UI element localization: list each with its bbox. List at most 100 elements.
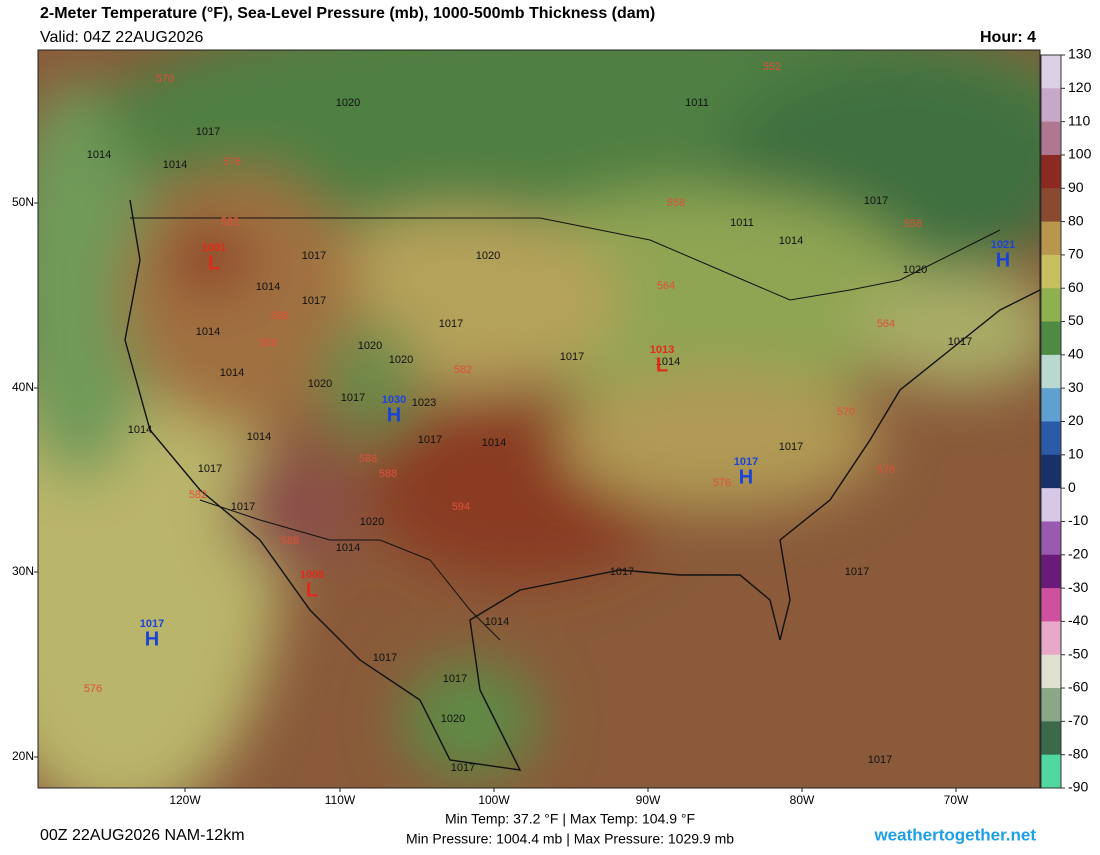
colorbar-segment — [1041, 654, 1061, 689]
thickness-contour-label: 558 — [667, 197, 685, 209]
colorbar-segment — [1041, 55, 1061, 89]
thickness-contour-label: 564 — [877, 318, 895, 330]
low-pressure-symbol: L — [208, 252, 220, 274]
colorbar-tick-label: -80 — [1068, 745, 1088, 761]
colorbar-tick-label: 30 — [1068, 379, 1084, 395]
colorbar-tick-label: 50 — [1068, 312, 1084, 328]
pressure-contour-label: 1020 — [903, 264, 927, 276]
lon-label: 70W — [944, 793, 969, 807]
colorbar-segment — [1041, 221, 1061, 256]
colorbar-segment — [1041, 121, 1061, 156]
lat-label: 20N — [12, 749, 34, 763]
pressure-contour-label: 1020 — [441, 713, 465, 725]
map-frame — [37, 49, 1041, 789]
colorbar-segment — [1041, 154, 1061, 189]
colorbar-tick-label: -60 — [1068, 679, 1088, 695]
colorbar-segment — [1041, 188, 1061, 223]
colorbar-segment — [1041, 354, 1061, 389]
high-pressure-value: 1021 — [991, 239, 1015, 251]
pressure-contour-label: 1014 — [256, 281, 280, 293]
lon-label: 110W — [325, 793, 356, 807]
pressure-contour-label: 1017 — [302, 295, 326, 307]
colorbar-segment — [1041, 554, 1061, 589]
pressure-contour-label: 1017 — [560, 351, 584, 363]
thickness-contour-label: 570 — [837, 406, 855, 418]
high-pressure-value: 1030 — [382, 394, 406, 406]
thickness-contour-label: 588 — [259, 337, 277, 349]
pressure-contour-label: 1020 — [360, 516, 384, 528]
pressure-contour-label: 1011 — [685, 97, 709, 109]
colorbar-tick-label: -50 — [1068, 645, 1088, 661]
valid-time: Valid: 04Z 22AUG2026 — [40, 29, 203, 46]
colorbar-segment — [1041, 254, 1061, 289]
colorbar-tick-label: 10 — [1068, 446, 1084, 462]
colorbar-tick-label: 60 — [1068, 279, 1084, 295]
pressure-contour-label: 1023 — [412, 397, 436, 409]
thickness-contour-label: 576 — [877, 464, 895, 476]
thickness-contour-label: 582 — [189, 489, 207, 501]
colorbar-segment — [1041, 454, 1061, 489]
thickness-contour-label: 582 — [221, 216, 239, 228]
colorbar-segment — [1041, 488, 1061, 522]
pressure-contour-label: 1014 — [196, 326, 220, 338]
colorbar-tick-label: 40 — [1068, 346, 1084, 362]
colorbar-segment — [1041, 388, 1061, 422]
colorbar-tick-label: 130 — [1068, 46, 1092, 62]
title: 2-Meter Temperature (°F), Sea-Level Pres… — [40, 5, 655, 22]
pressure-contour-label: 1020 — [476, 250, 500, 262]
border — [130, 217, 1001, 301]
pressure-contour-label: 1017 — [418, 434, 442, 446]
coastline — [124, 199, 1040, 771]
temp-range: Min Temp: 37.2 °F | Max Temp: 104.9 °F — [445, 811, 695, 827]
lon-label: 80W — [790, 793, 815, 807]
pressure-contour-label: 1014 — [336, 542, 360, 554]
pressure-contour-label: 1011 — [730, 217, 754, 229]
pressure-contour-label: 1014 — [220, 367, 244, 379]
thickness-contour-label: 588 — [359, 453, 377, 465]
pressure-contour-label: 1017 — [196, 126, 220, 138]
lon-label: 90W — [636, 793, 661, 807]
colorbar-tick-label: 80 — [1068, 212, 1084, 228]
pressure-contour-label: 1020 — [389, 354, 413, 366]
pressure-range: Min Pressure: 1004.4 mb | Max Pressure: … — [406, 831, 734, 847]
colorbar-segment — [1041, 588, 1061, 622]
thickness-contour-label: 576 — [713, 477, 731, 489]
colorbar-tick-label: -30 — [1068, 579, 1088, 595]
pressure-contour-label: 1014 — [87, 149, 111, 161]
pressure-contour-label: 1014 — [779, 235, 803, 247]
colorbar-segment — [1041, 621, 1061, 656]
pressure-contour-label: 1020 — [336, 97, 360, 109]
pressure-contour-label: 1014 — [656, 356, 680, 368]
low-pressure-symbol: L — [306, 579, 318, 601]
thickness-contour-label: 588 — [281, 535, 299, 547]
pressure-contour-label: 1014 — [482, 437, 506, 449]
high-pressure-symbol: H — [996, 249, 1010, 271]
forecast-hour: Hour: 4 — [980, 29, 1036, 46]
pressure-contour-label: 1017 — [610, 566, 634, 578]
colorbar-tick-label: -70 — [1068, 712, 1088, 728]
pressure-contour-label: 1017 — [231, 501, 255, 513]
colorbar-tick-label: 90 — [1068, 179, 1084, 195]
pressure-contour-label: 1014 — [128, 424, 152, 436]
pressure-contour-label: 1017 — [373, 652, 397, 664]
low-pressure-symbol: L — [656, 354, 668, 376]
pressure-contour-label: 1017 — [864, 195, 888, 207]
run-info: 00Z 22AUG2026 NAM-12km — [40, 827, 245, 844]
pressure-contour-label: 1017 — [779, 441, 803, 453]
colorbar-segment — [1041, 288, 1061, 323]
colorbar-tick-label: 20 — [1068, 412, 1084, 428]
colorbar-segment — [1041, 688, 1061, 722]
pressure-contour-label: 1017 — [198, 463, 222, 475]
high-pressure-symbol: H — [739, 466, 753, 488]
lon-label: 100W — [478, 793, 510, 807]
pressure-contour-label: 1017 — [302, 250, 326, 262]
low-pressure-value: 1009 — [300, 569, 324, 581]
thickness-contour-label: 564 — [657, 280, 675, 292]
border — [199, 499, 501, 641]
thickness-contour-label: 588 — [379, 468, 397, 480]
thickness-contour-label: 570 — [156, 73, 174, 85]
colorbar-tick-label: 0 — [1068, 479, 1076, 495]
pressure-contour-label: 1017 — [948, 336, 972, 348]
pressure-contour-label: 1014 — [485, 616, 509, 628]
